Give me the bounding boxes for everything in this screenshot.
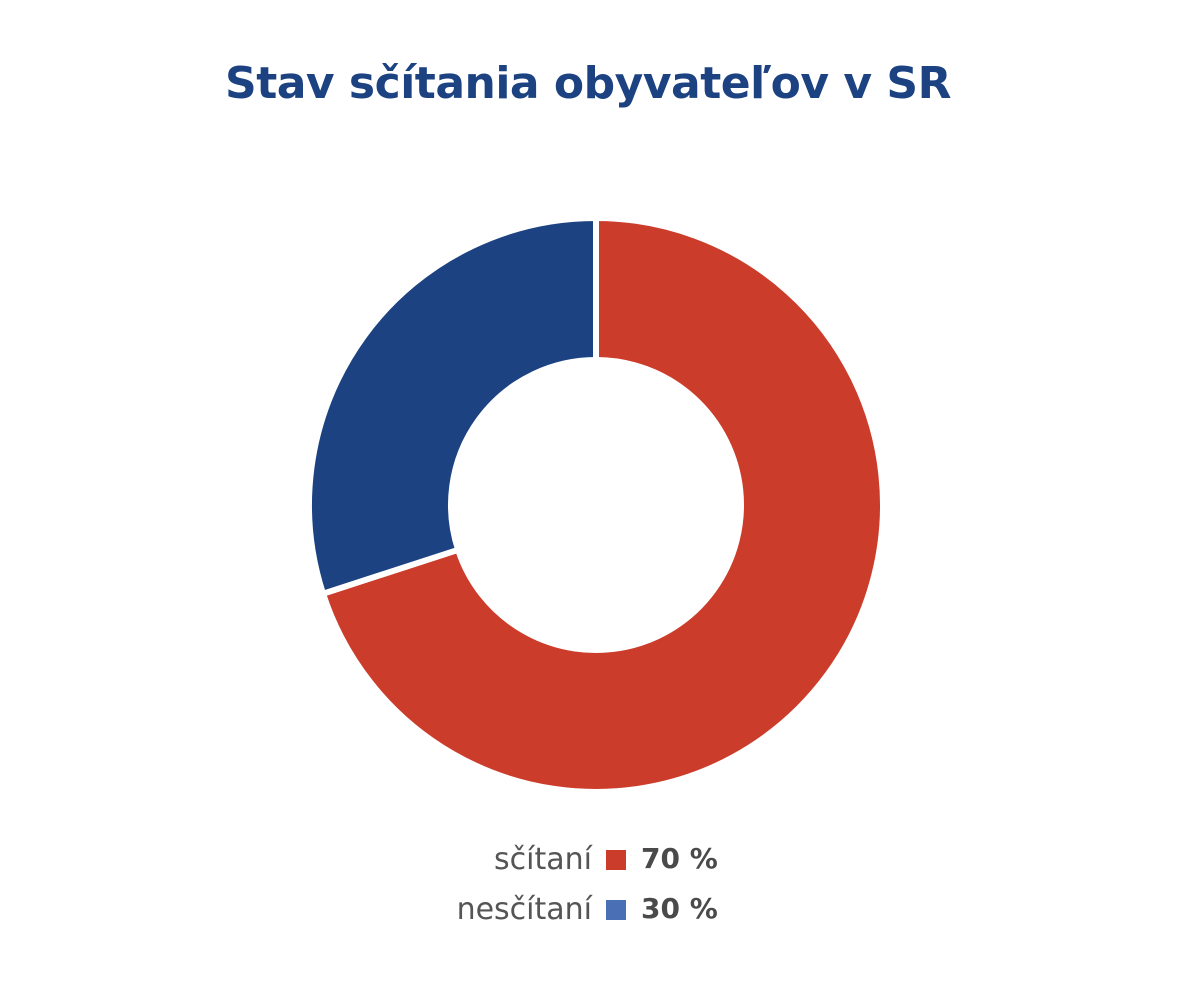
legend-swatch: [606, 850, 626, 870]
legend-item-nescitani: nesčítaní 30 %: [0, 888, 1188, 934]
legend-value: 70 %: [641, 842, 718, 875]
legend-swatch: [606, 900, 626, 920]
legend-value: 30 %: [641, 892, 718, 925]
legend-label: sčítaní: [494, 842, 592, 877]
slice-scitani: [319, 214, 886, 795]
slice-nescitani: [306, 214, 599, 598]
chart-title: Stav sčítania obyvateľov v SR: [225, 58, 951, 109]
legend-label: nesčítaní: [456, 892, 592, 927]
legend-item-scitani: sčítaní 70 %: [0, 838, 1188, 884]
